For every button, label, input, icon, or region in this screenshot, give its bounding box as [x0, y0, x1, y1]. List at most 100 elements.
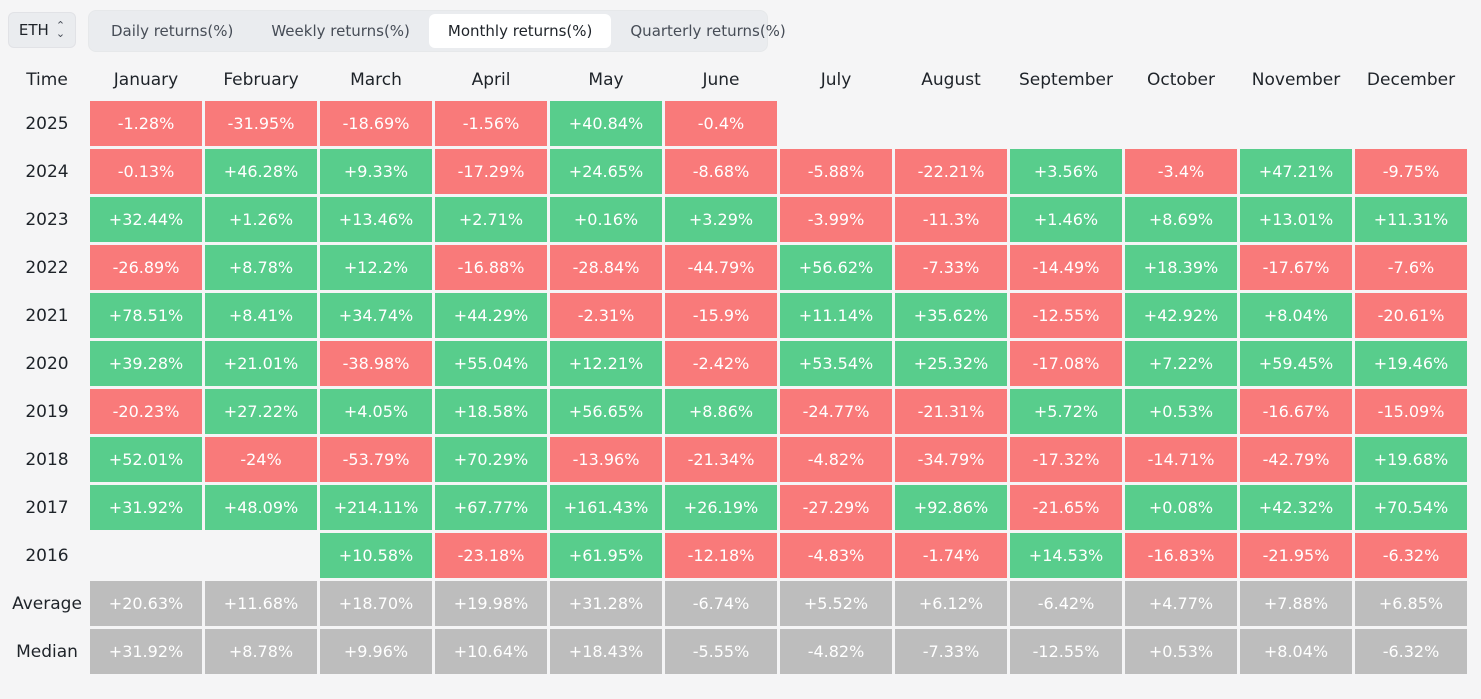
return-cell: [780, 101, 892, 146]
return-cell: -21.31%: [895, 389, 1007, 434]
return-cell: +1.46%: [1010, 197, 1122, 242]
return-cell: -3.4%: [1125, 149, 1237, 194]
return-cell: +20.63%: [90, 581, 202, 626]
return-cell: +161.43%: [550, 485, 662, 530]
table-row-2020: 2020 +39.28% +21.01% -38.98% +55.04% +12.21% -…: [7, 341, 1467, 386]
return-cell: +12.2%: [320, 245, 432, 290]
return-cell: +52.01%: [90, 437, 202, 482]
return-cell: +46.28%: [205, 149, 317, 194]
return-cell: +32.44%: [90, 197, 202, 242]
return-cell: -1.28%: [90, 101, 202, 146]
table-row-2017: 2017 +31.92% +48.09% +214.11% +67.77% +161.43…: [7, 485, 1467, 530]
header-september: September: [1019, 69, 1113, 90]
return-cell: +13.01%: [1240, 197, 1352, 242]
return-cell: +27.22%: [205, 389, 317, 434]
return-cell: -23.18%: [435, 533, 547, 578]
header-august: August: [921, 69, 981, 90]
return-cell: +3.56%: [1010, 149, 1122, 194]
return-cell: -20.23%: [90, 389, 202, 434]
table-row-2021: 2021 +78.51% +8.41% +34.74% +44.29% -2.31% -15…: [7, 293, 1467, 338]
table-row-2023: 2023 +32.44% +1.26% +13.46% +2.71% +0.16% +3.2…: [7, 197, 1467, 242]
return-cell: -17.32%: [1010, 437, 1122, 482]
return-cell: -24%: [205, 437, 317, 482]
return-cell: +7.22%: [1125, 341, 1237, 386]
return-cell: +214.11%: [320, 485, 432, 530]
stat-row-average: Average +20.63% +11.68% +18.70% +19.98% +31.2…: [7, 581, 1467, 626]
return-cell: [1240, 101, 1352, 146]
table-body: 2025 -1.28% -31.95% -18.69% -1.56% +40.84% -0.…: [7, 101, 1467, 674]
return-cell: +8.69%: [1125, 197, 1237, 242]
row-label: Median: [16, 641, 78, 662]
return-cell: +2.71%: [435, 197, 547, 242]
return-cell: -7.6%: [1355, 245, 1467, 290]
return-cell: +19.46%: [1355, 341, 1467, 386]
return-cell: +3.29%: [665, 197, 777, 242]
return-cell: -21.65%: [1010, 485, 1122, 530]
return-cell: +34.74%: [320, 293, 432, 338]
return-cell: -15.9%: [665, 293, 777, 338]
header-july: July: [820, 69, 852, 90]
return-cell: -0.13%: [90, 149, 202, 194]
return-cell: +9.33%: [320, 149, 432, 194]
header-time: Time: [26, 69, 68, 90]
return-cell: -24.77%: [780, 389, 892, 434]
return-cell: +92.86%: [895, 485, 1007, 530]
return-cell: +31.92%: [90, 485, 202, 530]
stat-row-median: Median +31.92% +8.78% +9.96% +10.64% +18.43% -…: [7, 629, 1467, 674]
return-cell: +0.53%: [1125, 389, 1237, 434]
return-cell: +13.46%: [320, 197, 432, 242]
table-header-row: Time January February March April May June Jul…: [7, 61, 1467, 98]
return-cell: +8.41%: [205, 293, 317, 338]
return-cell: [90, 533, 202, 578]
return-cell: +42.92%: [1125, 293, 1237, 338]
return-cell: +12.21%: [550, 341, 662, 386]
return-cell: +55.04%: [435, 341, 547, 386]
return-cell: +0.53%: [1125, 629, 1237, 674]
return-cell: -16.88%: [435, 245, 547, 290]
return-cell: +4.05%: [320, 389, 432, 434]
return-cell: [1355, 101, 1467, 146]
return-cell: +53.54%: [780, 341, 892, 386]
return-cell: +9.96%: [320, 629, 432, 674]
return-cell: +0.08%: [1125, 485, 1237, 530]
return-cell: -2.31%: [550, 293, 662, 338]
return-cell: +31.28%: [550, 581, 662, 626]
return-cell: -38.98%: [320, 341, 432, 386]
return-cell: -15.09%: [1355, 389, 1467, 434]
return-cell: +6.12%: [895, 581, 1007, 626]
return-cell: -27.29%: [780, 485, 892, 530]
return-cell: +18.43%: [550, 629, 662, 674]
return-cell: +18.39%: [1125, 245, 1237, 290]
return-cell: -1.74%: [895, 533, 1007, 578]
return-cell: -17.08%: [1010, 341, 1122, 386]
return-cell: +0.16%: [550, 197, 662, 242]
return-cell: -7.33%: [895, 245, 1007, 290]
asset-select[interactable]: ETH ⌃ ⌄: [8, 12, 76, 48]
return-cell: +25.32%: [895, 341, 1007, 386]
return-cell: -5.55%: [665, 629, 777, 674]
tab-daily-returns[interactable]: Daily returns(%): [111, 22, 234, 40]
return-cell: +67.77%: [435, 485, 547, 530]
return-cell: -16.67%: [1240, 389, 1352, 434]
return-cell: -9.75%: [1355, 149, 1467, 194]
return-cell: +10.64%: [435, 629, 547, 674]
return-cell: -5.88%: [780, 149, 892, 194]
table-row-2025: 2025 -1.28% -31.95% -18.69% -1.56% +40.84% -0.…: [7, 101, 1467, 146]
table-row-2016: 2016 +10.58% -23.18% +61.95% -12.18% -4.83% -1…: [7, 533, 1467, 578]
return-cell: -0.4%: [665, 101, 777, 146]
header-february: February: [223, 69, 299, 90]
return-cell: -8.68%: [665, 149, 777, 194]
return-cell: -4.83%: [780, 533, 892, 578]
row-label: 2018: [25, 449, 69, 470]
tab-monthly-returns[interactable]: Monthly returns(%): [428, 14, 612, 48]
table-row-2019: 2019 -20.23% +27.22% +4.05% +18.58% +56.65% +8…: [7, 389, 1467, 434]
return-cell: +18.58%: [435, 389, 547, 434]
return-cell: +8.78%: [205, 629, 317, 674]
return-cell: +18.70%: [320, 581, 432, 626]
return-cell: -6.32%: [1355, 533, 1467, 578]
tab-weekly-returns[interactable]: Weekly returns(%): [271, 22, 410, 40]
return-cell: -26.89%: [90, 245, 202, 290]
tab-quarterly-returns[interactable]: Quarterly returns(%): [630, 22, 786, 40]
return-cell: +8.86%: [665, 389, 777, 434]
return-cell: -12.18%: [665, 533, 777, 578]
